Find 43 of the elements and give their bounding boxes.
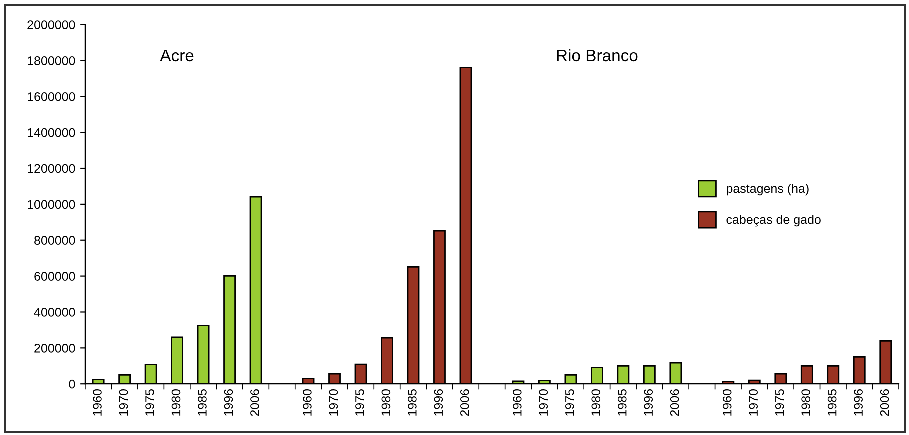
x-tick-label: 1970 xyxy=(749,389,758,416)
x-tick-label: 1996 xyxy=(644,390,654,416)
legend-label: pastagens (ha) xyxy=(727,184,809,196)
x-tick-label: 1980 xyxy=(382,389,391,416)
x-tick-label: 1985 xyxy=(828,389,837,416)
x-tick-label: 1960 xyxy=(512,389,522,416)
x-tick-label: 1980 xyxy=(592,389,601,416)
x-tick-label: 2006 xyxy=(250,390,260,416)
annotation: Rio Branco xyxy=(557,49,638,62)
x-tick-label: 1970 xyxy=(539,389,548,416)
x-tick-label: 2006 xyxy=(460,390,470,416)
x-tick-label: 1975 xyxy=(356,389,364,416)
x-tick-label: 1960 xyxy=(303,389,312,416)
x-tick-label: 1996 xyxy=(224,390,234,416)
y-tick-label: 1400000 xyxy=(28,128,76,138)
y-tick-label: 800000 xyxy=(34,236,76,246)
x-tick-label: 1970 xyxy=(119,389,128,416)
y-tick-label: 200000 xyxy=(34,344,76,353)
x-tick-label: 2006 xyxy=(670,390,680,416)
x-tick-label: 1970 xyxy=(329,389,338,416)
x-tick-label: 1985 xyxy=(198,389,207,416)
legend-label: cabeças de gado xyxy=(726,215,821,227)
x-tick-label: 1980 xyxy=(802,389,811,416)
x-tick-label: 1985 xyxy=(618,389,627,416)
y-tick-label: 1600000 xyxy=(28,92,76,102)
x-tick-label: 1996 xyxy=(854,390,863,416)
x-tick-label: 2006 xyxy=(880,390,890,416)
x-tick-label: 1975 xyxy=(146,389,154,416)
y-tick-label: 1000000 xyxy=(28,200,76,210)
y-tick-label: 1200000 xyxy=(28,164,76,174)
annotation: Acre xyxy=(160,50,194,62)
x-tick-label: 1960 xyxy=(93,389,102,416)
x-tick-label: 1960 xyxy=(722,389,732,416)
y-tick-label: 600000 xyxy=(34,272,76,281)
x-tick-label: 1975 xyxy=(775,389,784,416)
y-tick-label: 2000000 xyxy=(28,20,76,30)
y-tick-label: 400000 xyxy=(34,308,76,317)
y-tick-label: 1800000 xyxy=(28,56,76,66)
y-tick-label: 0 xyxy=(69,380,76,389)
x-tick-label: 1980 xyxy=(172,389,181,416)
x-tick-label: 1996 xyxy=(434,390,444,416)
x-tick-label: 1985 xyxy=(408,389,417,416)
x-tick-label: 1975 xyxy=(565,389,574,416)
